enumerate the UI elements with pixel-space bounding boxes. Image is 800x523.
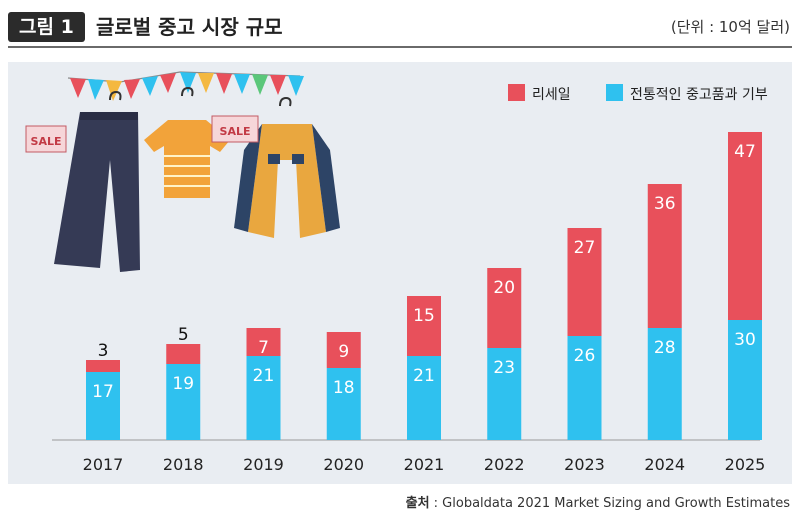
label-traditional-2024: 28 bbox=[654, 338, 676, 358]
bar-resale-2017 bbox=[86, 360, 120, 372]
figure-label: 그림 1 bbox=[8, 12, 85, 42]
bar-traditional-2025 bbox=[728, 320, 762, 440]
label-traditional-2020: 18 bbox=[333, 378, 355, 398]
legend: 리세일 전통적인 중고품과 기부 bbox=[508, 84, 768, 103]
unit-label: (단위 : 10억 달러) bbox=[670, 18, 790, 36]
sale-tag-right: SALE bbox=[211, 115, 259, 143]
bar-traditional-2021 bbox=[407, 356, 441, 440]
source-note: 출처 : Globaldata 2021 Market Sizing and G… bbox=[406, 494, 790, 514]
label-traditional-2018: 19 bbox=[172, 374, 194, 394]
label-resale-2017: 3 bbox=[98, 341, 109, 361]
bar-resale-2023 bbox=[567, 228, 602, 336]
legend-label-traditional: 전통적인 중고품과 기부 bbox=[630, 87, 768, 103]
label-resale-2020: 9 bbox=[338, 342, 349, 362]
bar-resale-2019 bbox=[246, 328, 281, 356]
hanger-icon bbox=[109, 86, 292, 107]
label-resale-2018: 5 bbox=[178, 325, 189, 345]
x-tick-2025: 2025 bbox=[725, 455, 766, 474]
source-label: 출처 bbox=[405, 496, 430, 511]
svg-text:SALE: SALE bbox=[31, 135, 62, 148]
bunting-flags-icon bbox=[70, 72, 304, 101]
legend-swatch-resale bbox=[508, 84, 525, 101]
source-text: : Globaldata 2021 Market Sizing and Grow… bbox=[429, 496, 790, 511]
bar-resale-2021 bbox=[407, 296, 441, 356]
x-tick-2021: 2021 bbox=[404, 455, 445, 474]
label-traditional-2019: 21 bbox=[253, 366, 275, 386]
bar-traditional-2023 bbox=[567, 336, 602, 440]
x-tick-2023: 2023 bbox=[564, 455, 605, 474]
legend-label-resale: 리세일 bbox=[532, 87, 571, 103]
label-resale-2019: 7 bbox=[258, 338, 269, 358]
bar-traditional-2024 bbox=[647, 328, 682, 440]
pants-icon bbox=[54, 112, 140, 272]
header-divider bbox=[8, 46, 792, 48]
clothes-illustration: SALE SALE bbox=[25, 71, 340, 272]
x-tick-labels: 2017 2018 2019 2020 2021 2022 2023 2024 2025 bbox=[83, 455, 766, 474]
x-tick-2018: 2018 bbox=[163, 455, 204, 474]
label-resale-2021: 15 bbox=[413, 306, 435, 326]
bar-traditional-2022 bbox=[487, 348, 522, 440]
bar-traditional-2018 bbox=[166, 364, 201, 440]
label-traditional-2021: 21 bbox=[413, 366, 435, 386]
bar-resale-2025 bbox=[728, 132, 762, 320]
label-traditional-2022: 23 bbox=[493, 358, 515, 378]
chart-title: 글로벌 중고 시장 규모 bbox=[96, 15, 283, 39]
bar-resale-2022 bbox=[487, 268, 522, 348]
jacket-icon bbox=[234, 124, 340, 238]
bars-group: 17 3 19 5 21 7 18 9 21 15 23 20 26 27 28 36 30 47 bbox=[86, 132, 762, 440]
bar-resale-2024 bbox=[647, 184, 682, 328]
label-resale-2022: 20 bbox=[493, 278, 515, 298]
bar-traditional-2017 bbox=[86, 372, 120, 440]
label-traditional-2017: 17 bbox=[92, 382, 114, 402]
svg-text:SALE: SALE bbox=[220, 125, 251, 138]
x-tick-2024: 2024 bbox=[644, 455, 685, 474]
label-traditional-2025: 30 bbox=[734, 330, 756, 350]
x-tick-2017: 2017 bbox=[83, 455, 124, 474]
label-resale-2025: 47 bbox=[734, 142, 756, 162]
sale-tag-left: SALE bbox=[25, 125, 67, 153]
tshirt-icon bbox=[144, 120, 230, 198]
bar-resale-2020 bbox=[326, 332, 361, 368]
bar-resale-2018 bbox=[166, 344, 201, 364]
x-tick-2022: 2022 bbox=[484, 455, 525, 474]
header: 그림 1 글로벌 중고 시장 규모 (단위 : 10억 달러) bbox=[0, 0, 800, 52]
label-resale-2024: 36 bbox=[654, 194, 676, 214]
label-resale-2023: 27 bbox=[574, 238, 596, 258]
x-tick-2020: 2020 bbox=[323, 455, 364, 474]
bar-traditional-2020 bbox=[326, 368, 361, 440]
bar-traditional-2019 bbox=[246, 356, 281, 440]
x-tick-2019: 2019 bbox=[243, 455, 284, 474]
legend-swatch-traditional bbox=[606, 84, 623, 101]
label-traditional-2023: 26 bbox=[574, 346, 596, 366]
